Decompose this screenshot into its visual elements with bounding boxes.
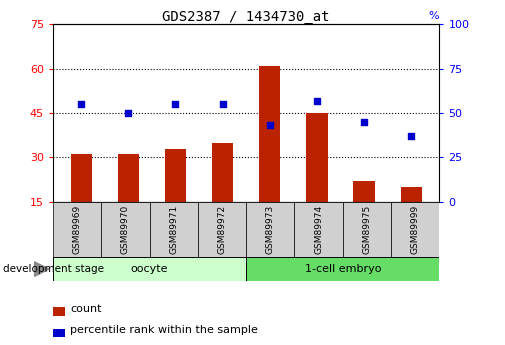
Bar [198,202,246,257]
Bar [212,142,233,202]
Bar [149,202,198,257]
Point [77,101,85,107]
Bar [53,257,246,281]
Text: GSM89975: GSM89975 [363,205,371,254]
Bar [102,202,149,257]
Bar [307,113,328,202]
Text: count: count [70,304,102,314]
Bar [165,149,186,202]
Text: oocyte: oocyte [131,264,168,274]
Point [171,101,179,107]
Bar [259,66,280,202]
Text: 1-cell embryo: 1-cell embryo [305,264,381,274]
Text: GSM89973: GSM89973 [266,205,275,254]
Bar [53,202,102,257]
Bar [294,202,343,257]
Text: GSM89999: GSM89999 [411,205,420,254]
Bar [343,202,391,257]
Text: development stage: development stage [3,264,104,274]
Point [407,133,415,139]
Text: %: % [429,11,439,21]
Point [360,119,368,125]
Text: GSM89972: GSM89972 [218,205,227,254]
Point [266,123,274,128]
Bar [391,202,439,257]
Point [124,110,132,116]
Point [219,101,227,107]
Bar [400,187,422,202]
Bar [53,307,65,316]
Text: GSM89971: GSM89971 [169,205,178,254]
Bar [246,257,439,281]
Text: GDS2387 / 1434730_at: GDS2387 / 1434730_at [163,10,330,24]
Text: GSM89974: GSM89974 [314,205,323,254]
Point [313,98,321,103]
Text: GSM89969: GSM89969 [73,205,82,254]
Text: percentile rank within the sample: percentile rank within the sample [70,325,258,335]
Bar [118,155,139,202]
Polygon shape [34,262,48,276]
Text: GSM89970: GSM89970 [121,205,130,254]
Bar [246,202,294,257]
Bar [71,155,92,202]
Bar [354,181,375,202]
Bar [53,329,65,337]
